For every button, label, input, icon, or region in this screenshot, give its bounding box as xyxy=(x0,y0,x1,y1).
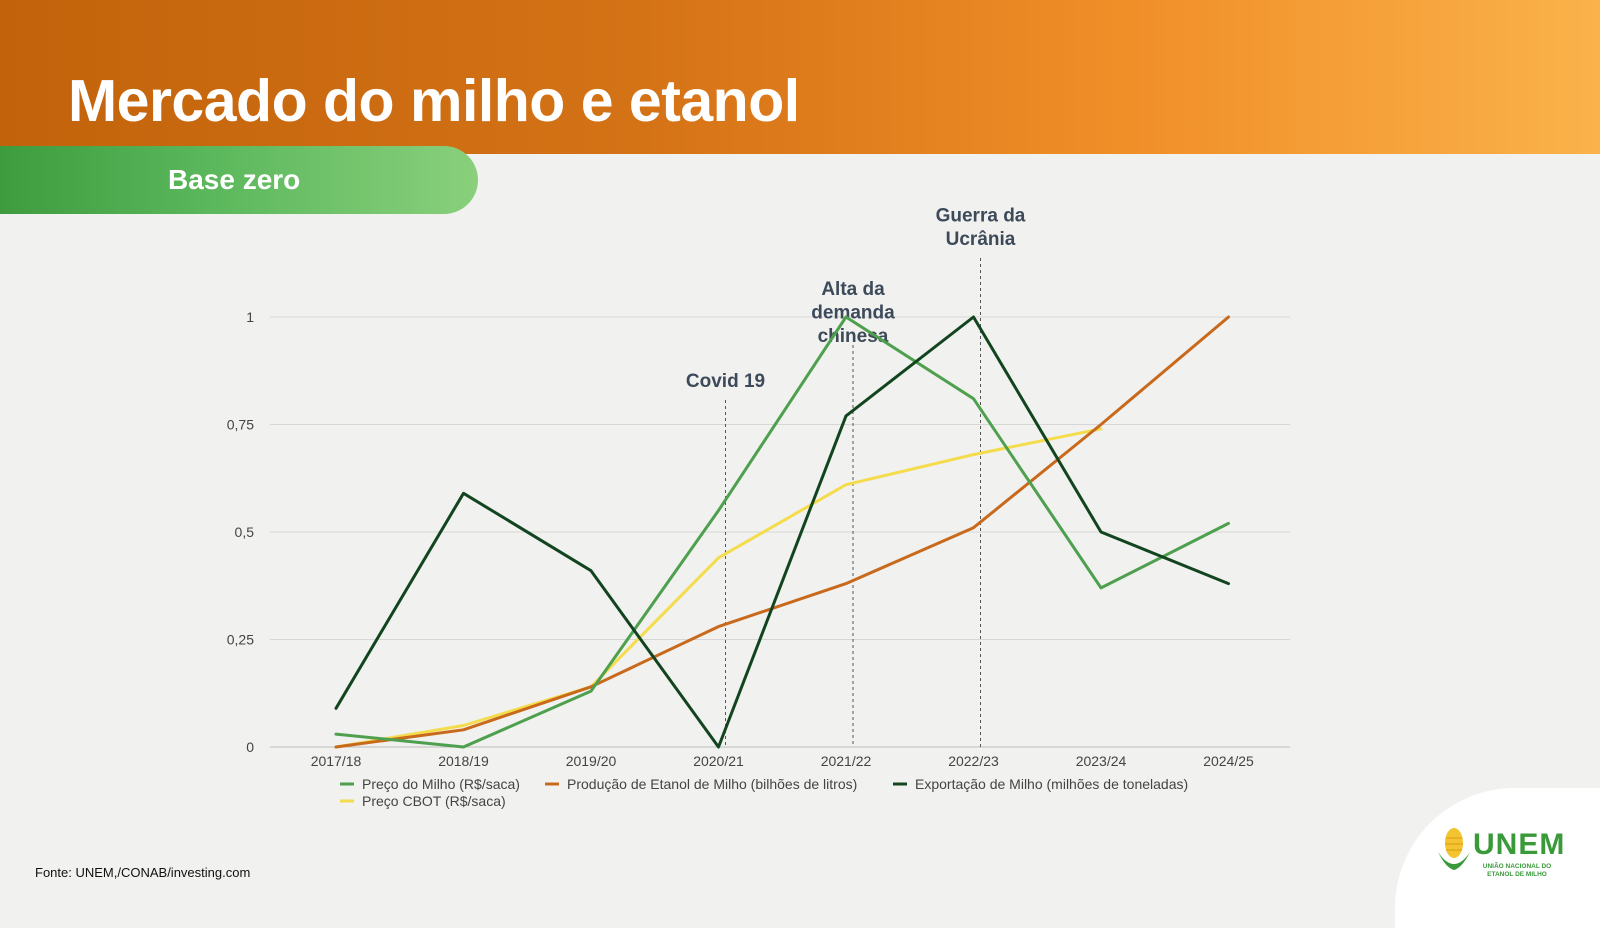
corn-cob-icon xyxy=(1438,828,1470,870)
x-tick-label: 2017/18 xyxy=(311,753,362,769)
legend-label: Produção de Etanol de Milho (bilhões de … xyxy=(567,776,857,792)
y-tick-label: 0,25 xyxy=(227,632,254,648)
source-note: Fonte: UNEM,/CONAB/investing.com xyxy=(35,865,251,880)
y-tick-label: 0,5 xyxy=(235,524,255,540)
x-tick-label: 2019/20 xyxy=(566,753,617,769)
x-tick-label: 2020/21 xyxy=(693,753,744,769)
legend-label: Preço CBOT (R$/saca) xyxy=(362,793,506,809)
line-chart: 0 0,25 0,5 0,75 1 2017/18 2018/19 2019/20 2020/2… xyxy=(227,206,1290,809)
series-line xyxy=(334,315,1230,749)
annotation-label: demanda xyxy=(811,303,895,324)
series-line xyxy=(334,315,1230,749)
legend-label: Exportação de Milho (milhões de tonelada… xyxy=(915,776,1188,792)
x-tick-label: 2023/24 xyxy=(1076,753,1127,769)
x-tick-label: 2021/22 xyxy=(821,753,872,769)
annotation-label: Alta da xyxy=(821,279,885,300)
subtitle-pill: Base zero xyxy=(0,146,478,214)
series-line xyxy=(334,427,1103,749)
title-banner: Mercado do milho e etanol xyxy=(0,0,1600,154)
legend-label: Preço do Milho (R$/saca) xyxy=(362,776,520,792)
annotation-label: Guerra da xyxy=(936,206,1026,227)
x-tick-label: 2024/25 xyxy=(1203,753,1254,769)
annotation-label: Covid 19 xyxy=(686,371,765,392)
y-tick-label: 0 xyxy=(246,739,254,755)
x-tick-label: 2022/23 xyxy=(948,753,999,769)
x-tick-label: 2018/19 xyxy=(438,753,489,769)
logo-name: UNEM xyxy=(1473,828,1566,861)
page-title: Mercado do milho e etanol xyxy=(68,68,800,134)
y-tick-label: 0,75 xyxy=(227,417,254,433)
annotation-label: Ucrânia xyxy=(946,229,1016,250)
subtitle-label: Base zero xyxy=(168,164,301,195)
series-line xyxy=(334,315,1230,749)
y-tick-label: 1 xyxy=(246,309,254,325)
logo-tagline: UNIÃO NACIONAL DO ETANOL DE MILHO xyxy=(1482,863,1552,878)
